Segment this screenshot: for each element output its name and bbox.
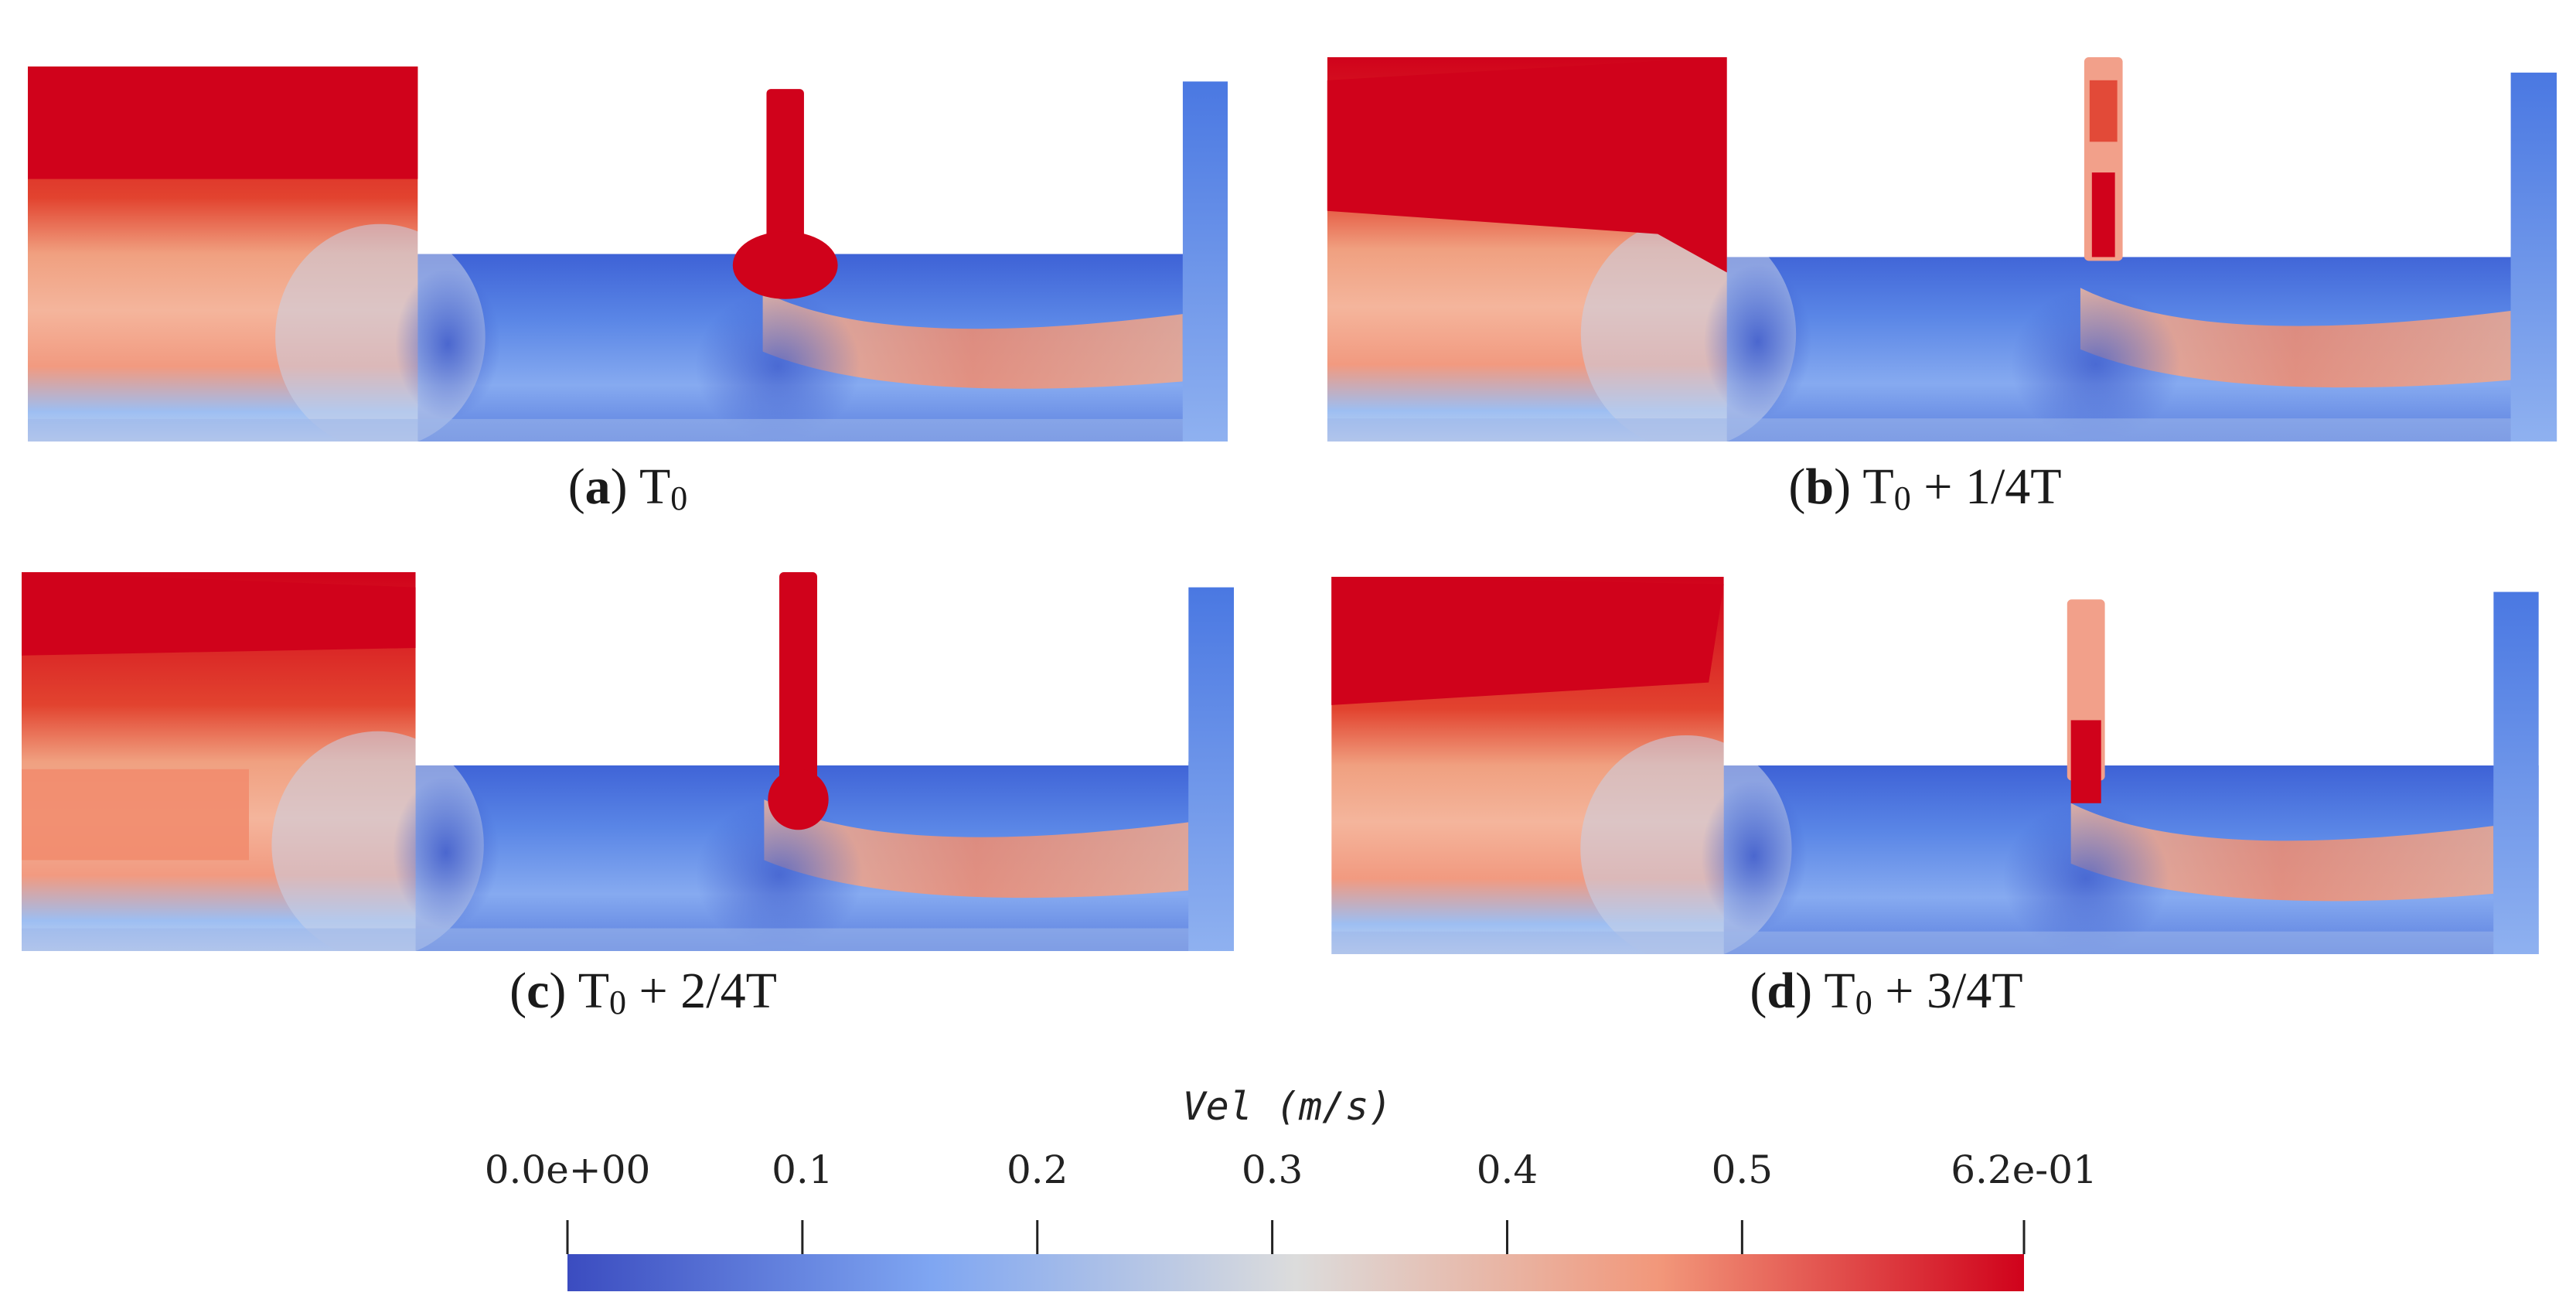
panel-c-field [17, 572, 1239, 951]
colorbar-gradient [567, 1254, 2024, 1291]
panel-d-field [1310, 577, 2561, 954]
panel-b-field [1324, 57, 2561, 442]
colorbar-tick-label: 0.3 [1241, 1147, 1303, 1192]
colorbar-tick-label: 6.2e-01 [1951, 1147, 2097, 1192]
gate-c [779, 572, 817, 793]
caption-b: (b) T0 + 1/4T [1788, 459, 2062, 517]
colorbar-tick-label: 0.5 [1711, 1147, 1774, 1192]
caption-d: (d) T0 + 3/4T [1750, 963, 2023, 1021]
panel-a-field [17, 66, 1239, 442]
colorbar-tick-label: 0.4 [1476, 1147, 1538, 1192]
colorbar-title: Vel (m/s) [1182, 1084, 1392, 1129]
colorbar-tick-label: 0.2 [1006, 1147, 1068, 1192]
colorbar-tick-label: 0.0e+00 [484, 1147, 651, 1192]
caption-c: (c) T0 + 2/4T [509, 963, 777, 1021]
gate-a [766, 89, 804, 262]
colorbar-tick-label: 0.1 [772, 1147, 833, 1192]
caption-a: (a) T0 [567, 459, 688, 517]
